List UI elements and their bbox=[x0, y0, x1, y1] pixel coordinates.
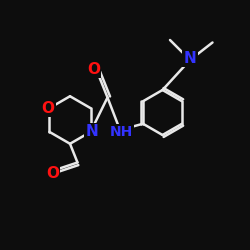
Text: N: N bbox=[86, 124, 98, 139]
Text: NH: NH bbox=[110, 126, 133, 140]
Text: O: O bbox=[46, 166, 59, 181]
Text: O: O bbox=[42, 100, 55, 116]
Text: O: O bbox=[87, 62, 100, 77]
Text: N: N bbox=[184, 51, 196, 66]
